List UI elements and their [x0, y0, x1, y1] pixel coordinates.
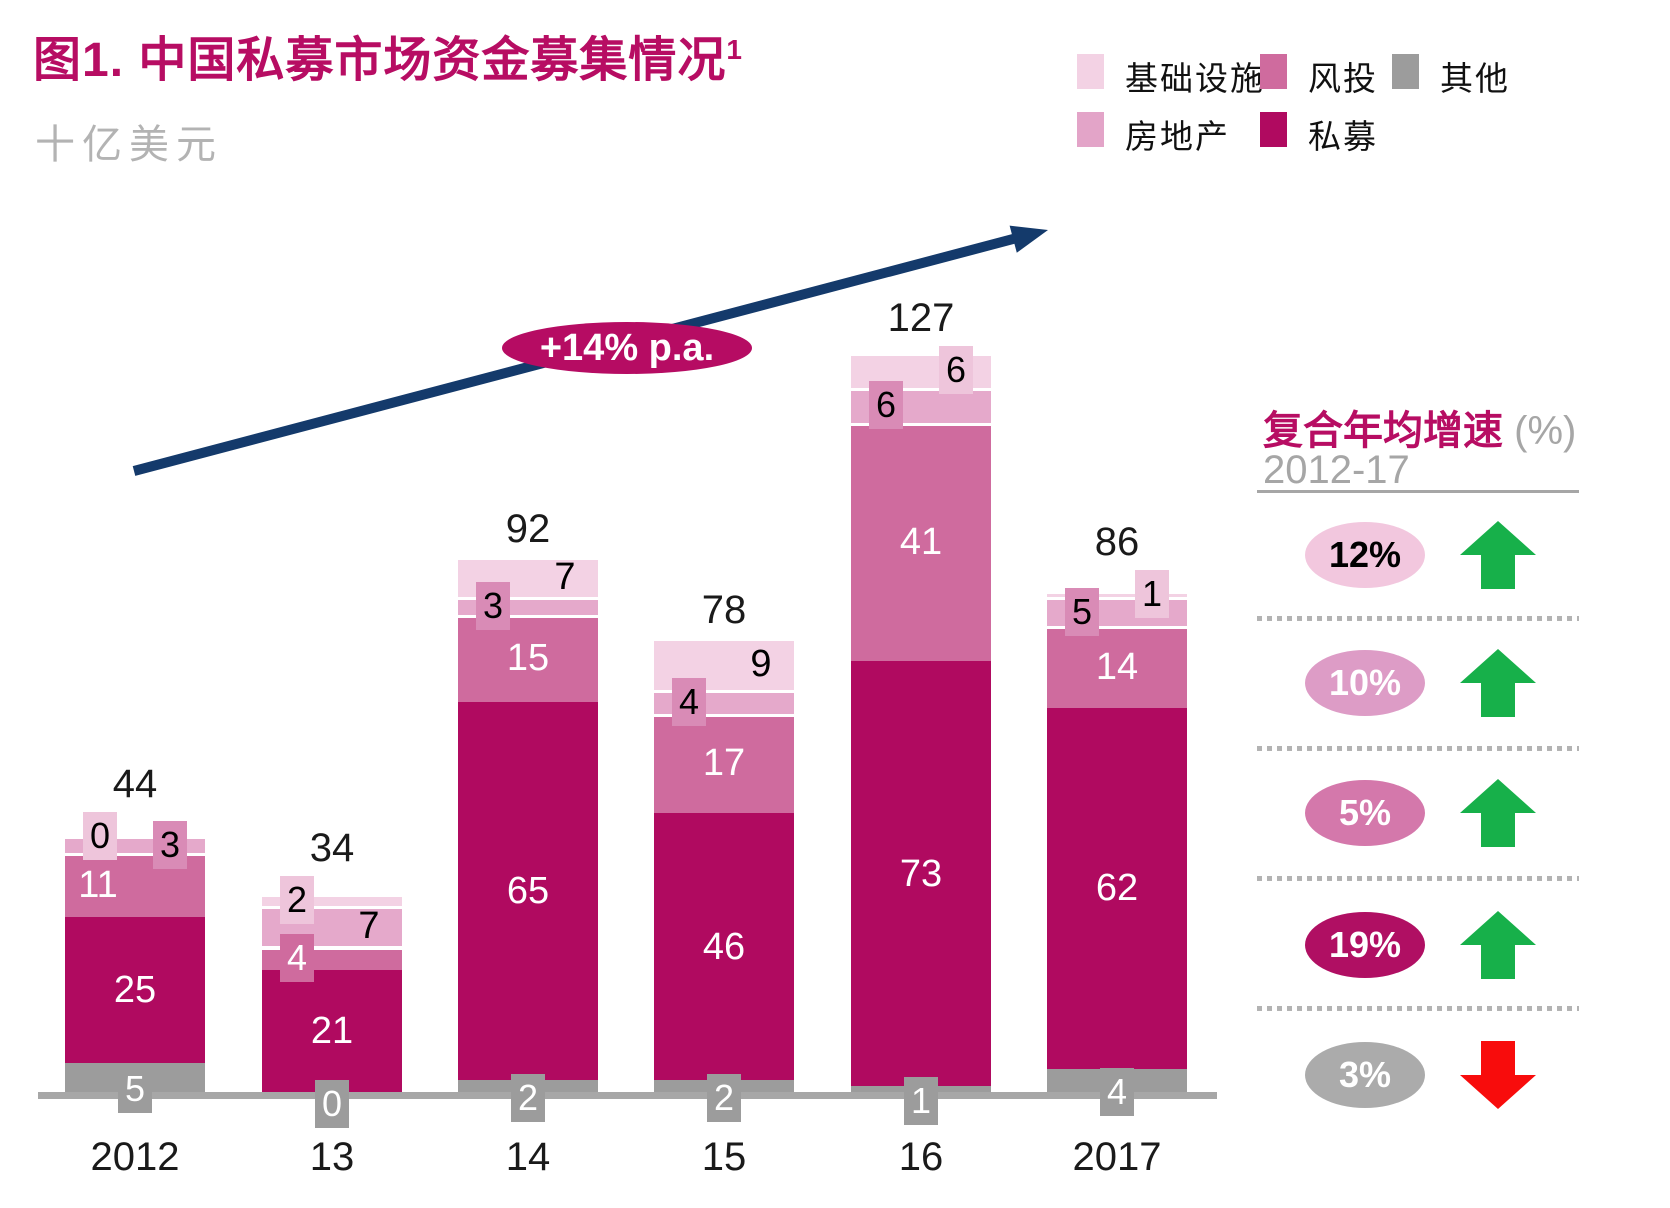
unit-label: 十亿美元 [35, 122, 223, 168]
bar-value-vc-16: 41 [899, 521, 943, 563]
value-tab-re-2017: 5 [1065, 587, 1099, 636]
legend-swatch-infra-icon [1077, 54, 1104, 89]
cagr-up-arrow-icon [1458, 519, 1538, 591]
value-tab-infra-16: 6 [939, 346, 973, 395]
legend-swatch-other-icon [1392, 54, 1419, 89]
bar-value-pe-16: 73 [899, 852, 943, 895]
x-axis-label-15: 15 [701, 1135, 747, 1179]
x-axis-label-2012: 2012 [90, 1135, 180, 1179]
bar-value-vc-2017: 14 [1095, 646, 1139, 689]
value-tab-other-2012: 5 [118, 1065, 152, 1114]
bar-segment-vc-15 [654, 713, 794, 813]
legend-label-infra: 基础设施 [1125, 59, 1265, 98]
bar-value-vc-14: 15 [506, 637, 550, 680]
legend-label-vc: 风投 [1308, 59, 1378, 98]
cagr-down-arrow-icon [1458, 1039, 1538, 1111]
bar-value-pe-14: 65 [506, 870, 550, 913]
x-axis-label-14: 14 [505, 1135, 551, 1179]
bar-segment-vc-2017 [1047, 626, 1187, 708]
value-tab-re-16: 6 [869, 381, 903, 430]
value-tab-infra-2017: 1 [1135, 570, 1169, 619]
bar-segment-pe-16 [851, 661, 991, 1087]
value-tab-infra-13: 2 [280, 875, 314, 924]
bar-segment-pe-15 [654, 812, 794, 1081]
cagr-oval-3: 19% [1305, 912, 1425, 978]
cagr-oval-2: 5% [1305, 780, 1425, 846]
bar-total-label-2012: 44 [112, 761, 158, 806]
legend-swatch-re-icon [1077, 112, 1104, 147]
cagr-up-arrow-icon [1458, 777, 1538, 849]
value-tab-infra-2012: 0 [83, 811, 117, 860]
bar-segment-pe-2012 [65, 917, 205, 1063]
value-tab-re-15: 4 [672, 678, 706, 727]
bar-segment-infra-13 [262, 894, 402, 906]
chart-title-text: 图1. 中国私募市场资金募集情况 [33, 34, 727, 87]
bar-value-pe-15: 46 [702, 925, 746, 968]
bar-segment-pe-14 [458, 702, 598, 1081]
x-axis-label-13: 13 [309, 1135, 355, 1179]
x-axis-line [38, 1092, 1217, 1099]
bar-value-infra-14: 7 [554, 555, 576, 598]
bar-segment-infra-2017 [1047, 591, 1187, 598]
bar-segment-pe-13 [262, 969, 402, 1092]
cagr-underline [1257, 490, 1579, 493]
bar-value-vc-2012: 11 [78, 864, 118, 907]
bar-value-infra-15: 9 [750, 643, 772, 686]
bar-value-pe-2012: 25 [113, 969, 157, 1012]
chart-title: 图1. 中国私募市场资金募集情况1 [33, 20, 743, 90]
value-tab-other-13: 0 [315, 1080, 349, 1128]
cagr-up-arrow-icon [1458, 909, 1538, 981]
cagr-dotted-separator-0 [1257, 616, 1579, 621]
bar-value-re-13: 7 [358, 905, 380, 948]
cagr-oval-0: 12% [1305, 522, 1425, 588]
legend-label-pe: 私募 [1308, 117, 1378, 156]
bar-value-vc-15: 17 [702, 742, 746, 785]
bar-total-label-16: 127 [887, 296, 955, 341]
bar-value-pe-13: 21 [310, 1009, 354, 1052]
bar-total-label-14: 92 [505, 506, 551, 551]
value-tab-other-14: 2 [511, 1074, 545, 1123]
value-tab-re-2012: 3 [153, 820, 187, 869]
value-tab-re-14: 3 [476, 582, 510, 631]
cagr-dotted-separator-3 [1257, 1006, 1579, 1011]
x-axis-label-2017: 2017 [1072, 1135, 1162, 1179]
legend-swatch-pe-icon [1260, 112, 1287, 147]
cagr-dotted-separator-1 [1257, 746, 1579, 751]
footnote-marker: 1 [726, 34, 743, 65]
legend-label-other: 其他 [1440, 59, 1510, 98]
cagr-oval-4: 3% [1305, 1042, 1425, 1108]
bar-total-label-2017: 86 [1094, 520, 1140, 565]
legend-label-re: 房地产 [1125, 117, 1230, 156]
value-tab-vc-13: 4 [280, 934, 314, 983]
cagr-oval-1: 10% [1305, 650, 1425, 716]
bar-total-label-13: 34 [309, 825, 355, 870]
value-tab-other-15: 2 [707, 1074, 741, 1123]
cagr-dotted-separator-2 [1257, 876, 1579, 881]
cagr-period-label: 2012-17 [1263, 448, 1410, 492]
x-axis-label-16: 16 [898, 1135, 944, 1179]
bar-segment-pe-2017 [1047, 707, 1187, 1069]
value-tab-other-2017: 4 [1100, 1068, 1134, 1117]
growth-annotation: +14% p.a. [502, 322, 752, 374]
bar-value-pe-2017: 62 [1095, 867, 1139, 910]
value-tab-other-16: 1 [904, 1077, 938, 1126]
cagr-panel-title: 复合年均增速 (%) [1263, 398, 1576, 456]
cagr-title-text: 复合年均增速 [1263, 407, 1503, 454]
cagr-title-suffix: (%) [1514, 409, 1577, 453]
legend-swatch-vc-icon [1260, 54, 1287, 89]
cagr-up-arrow-icon [1458, 647, 1538, 719]
bar-total-label-15: 78 [701, 588, 747, 633]
